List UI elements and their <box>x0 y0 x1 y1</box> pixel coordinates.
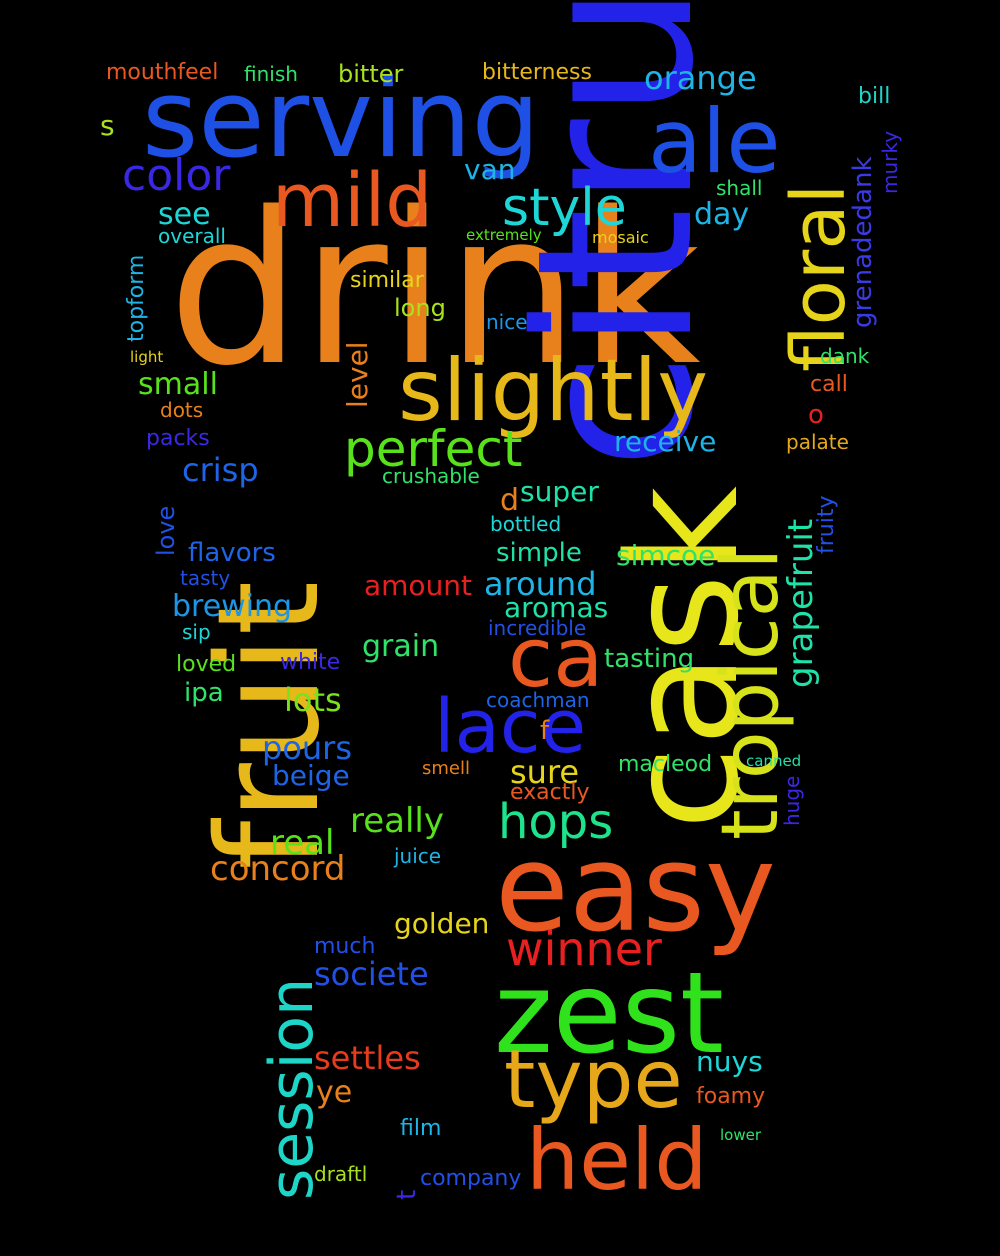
word-extremely: extremely <box>466 226 542 244</box>
word-canned: canned <box>746 752 802 770</box>
word-packs: packs <box>146 426 210 451</box>
word-day: day <box>694 197 750 232</box>
word-much: much <box>314 934 376 959</box>
word-bill: bill <box>858 84 891 109</box>
word-grain: grain <box>362 629 440 664</box>
word-see: see <box>158 197 211 232</box>
word-orange: orange <box>644 59 757 97</box>
word-aromas: aromas <box>504 591 609 624</box>
word-coachman: coachman <box>486 688 590 712</box>
word-crushable: crushable <box>382 464 480 488</box>
word-grapefruit: grapefruit <box>781 518 821 688</box>
word-settles: settles <box>314 1039 421 1077</box>
word-ye: ye <box>316 1075 353 1110</box>
word-tasty: tasty <box>180 566 231 590</box>
word-perfect: perfect <box>344 420 523 478</box>
word-s: s <box>100 109 115 142</box>
word-white: white <box>280 650 341 675</box>
word-color: color <box>122 150 231 201</box>
word-tasting: tasting <box>604 644 695 674</box>
word-mouthfeel: mouthfeel <box>106 60 219 85</box>
word-ca: ca <box>508 611 604 706</box>
word-van: van <box>464 153 516 186</box>
word-murky: murky <box>878 130 902 194</box>
word-draftl: draftl <box>314 1162 368 1186</box>
word-dank: dank <box>820 344 870 368</box>
word-film: film <box>400 1116 442 1141</box>
word-huge: huge <box>780 775 804 826</box>
word-macleod: macleod <box>618 752 713 777</box>
word-simcoe: simcoe <box>616 539 716 572</box>
word-ale: ale <box>648 90 781 193</box>
word-mosaic: mosaic <box>592 228 649 247</box>
word-overall: overall <box>158 224 226 248</box>
word-similar: similar <box>350 268 424 293</box>
word-pours: pours <box>262 729 352 767</box>
word-zest: zest <box>494 949 724 1079</box>
word-flavors: flavors <box>188 538 276 568</box>
word-incredible: incredible <box>488 616 587 640</box>
word-amount: amount <box>364 569 473 602</box>
word-loved: loved <box>176 652 237 677</box>
word-easy: easy <box>495 820 776 959</box>
word-light: light <box>130 348 164 366</box>
word-foamy: foamy <box>696 1084 766 1109</box>
word-f: f <box>540 716 550 746</box>
word-golden: golden <box>394 907 490 940</box>
word-small: small <box>138 367 218 402</box>
word-tropical: tropical <box>706 547 796 840</box>
word-mild: mild <box>272 158 433 244</box>
word-smell: smell <box>422 758 470 779</box>
word-sure: sure <box>510 753 580 791</box>
word-finish: finish <box>244 62 298 86</box>
word-shall: shall <box>716 176 763 200</box>
word-brewing: brewing <box>172 589 293 624</box>
word-t: t <box>392 1189 422 1200</box>
word-juice: juice <box>394 844 442 868</box>
word-love: love <box>152 505 180 556</box>
word-super: super <box>520 475 599 508</box>
word-o: o <box>808 400 824 430</box>
word-type: type <box>504 1033 683 1126</box>
word-winner: winner <box>506 922 662 976</box>
word-slightly: slightly <box>398 341 709 441</box>
word-really: really <box>350 801 444 841</box>
word-hops: hops <box>498 794 614 850</box>
word-company: company <box>420 1166 522 1191</box>
word-societe: societe <box>314 955 429 993</box>
word-grenadedank: grenadedank <box>848 156 878 328</box>
word-receive: receive <box>614 425 717 458</box>
word-dots: dots <box>160 398 204 422</box>
word-held: held <box>526 1111 708 1209</box>
word-session: session <box>257 977 327 1200</box>
word-lower: lower <box>720 1126 762 1144</box>
word-beige: beige <box>272 759 350 792</box>
word-drink: drink <box>168 167 701 412</box>
word-bitter: bitter <box>338 60 404 88</box>
word-fruity: fruity <box>814 495 839 555</box>
word-bottled: bottled <box>490 512 562 536</box>
word-simple: simple <box>496 538 582 568</box>
word-nice: nice <box>486 310 528 334</box>
word-call: call <box>810 372 848 397</box>
word-around: around <box>484 565 597 603</box>
word-topform: topform <box>124 254 149 342</box>
word-level: level <box>341 341 374 408</box>
word-lots: lots <box>284 681 342 719</box>
word-crisp: crisp <box>182 451 259 489</box>
word-lace: lace <box>434 684 587 770</box>
word-bitterness: bitterness <box>482 60 592 85</box>
word-palate: palate <box>786 430 849 454</box>
word-sip: sip <box>182 620 211 644</box>
word-long: long <box>394 294 446 322</box>
word-nuys: nuys <box>696 1045 763 1078</box>
word-d: d <box>500 483 520 518</box>
word-concord: concord <box>210 849 346 889</box>
word-ipa: ipa <box>184 678 224 708</box>
word-exactly: exactly <box>510 780 590 805</box>
word-style: style <box>502 178 627 238</box>
word-real: real <box>270 823 335 863</box>
word-serving: serving <box>142 57 541 182</box>
